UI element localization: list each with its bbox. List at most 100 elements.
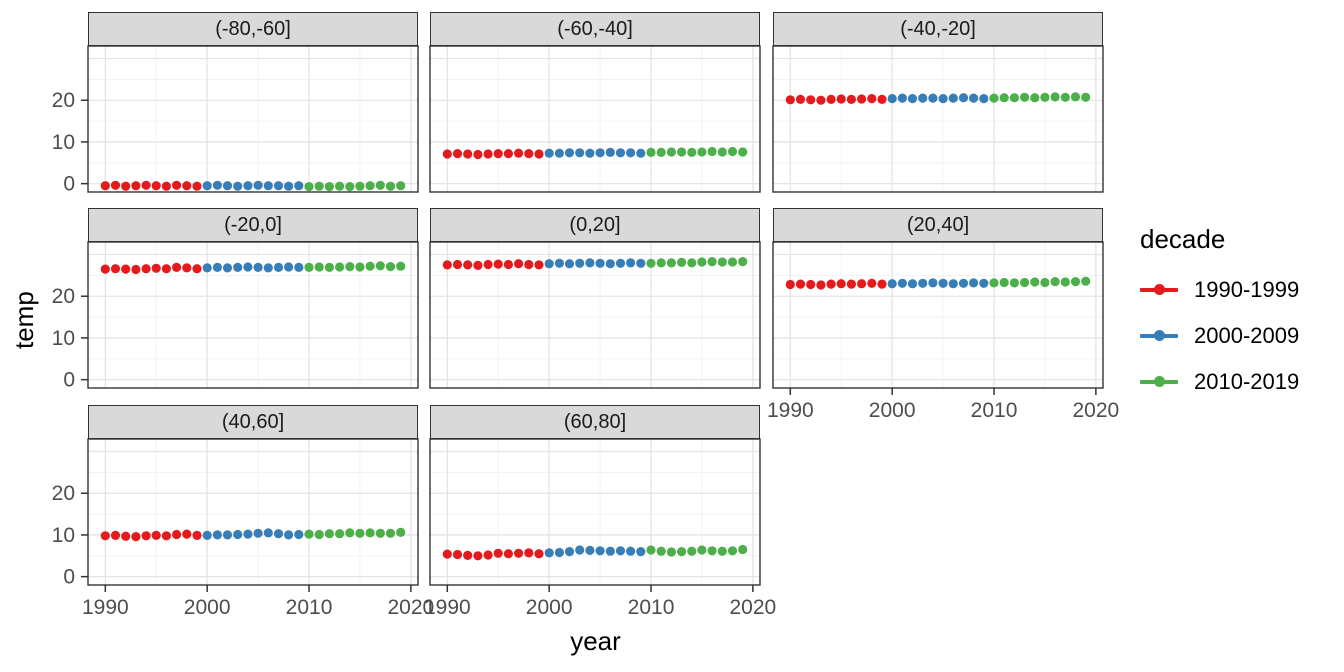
data-point: [687, 546, 697, 556]
data-point: [524, 149, 534, 159]
data-point: [442, 549, 452, 559]
data-point: [605, 147, 615, 157]
data-point: [717, 147, 727, 157]
data-point: [595, 148, 605, 158]
data-point: [100, 264, 110, 274]
data-point: [656, 258, 666, 268]
panel-border: [429, 241, 761, 389]
data-point: [534, 260, 544, 270]
data-point: [1081, 92, 1091, 102]
data-point: [365, 261, 375, 271]
data-point: [324, 182, 334, 192]
data-point: [897, 93, 907, 103]
panel-border: [87, 438, 419, 586]
facet-panel: 1990 2000 2010 2020: [767, 241, 1119, 422]
data-point: [385, 528, 396, 538]
x-tick-label: 2020: [388, 596, 435, 619]
legend-key-red-icon: [1140, 277, 1178, 302]
data-point: [918, 93, 928, 103]
data-point: [1060, 277, 1070, 287]
x-tick-label: 2010: [628, 596, 675, 619]
data-point: [396, 527, 406, 537]
x-tick-label: 1990: [82, 596, 129, 619]
data-point: [182, 529, 192, 539]
data-point: [646, 545, 656, 555]
data-point: [554, 547, 564, 558]
data-point: [304, 262, 314, 272]
data-point: [877, 94, 887, 104]
data-point: [646, 147, 656, 157]
data-point: [131, 181, 141, 191]
data-point: [483, 149, 493, 159]
data-point: [161, 531, 171, 541]
data-point: [1070, 92, 1081, 102]
data-point: [365, 181, 375, 191]
y-tick-label: 10: [52, 327, 75, 350]
data-point: [172, 180, 182, 190]
data-point: [294, 529, 304, 540]
facet-(-80,-60]: (-80,-60] 0 10 20: [52, 12, 419, 196]
data-point: [355, 528, 365, 538]
data-point: [273, 262, 284, 272]
data-point: [554, 148, 564, 158]
data-point: [1050, 92, 1060, 102]
data-point: [442, 260, 452, 270]
facet-strip-label: (60,80]: [563, 410, 627, 433]
data-point: [473, 149, 483, 160]
data-point: [314, 262, 324, 272]
data-point: [243, 262, 253, 272]
data-point: [121, 531, 131, 541]
legend-item-label: 2000-2009: [1194, 322, 1300, 348]
data-point: [826, 279, 836, 289]
data-point: [452, 549, 463, 560]
data-point: [836, 94, 846, 104]
data-point: [564, 547, 575, 557]
data-point: [938, 94, 948, 104]
facet-strip: (-20,0]: [88, 208, 418, 242]
data-point: [345, 182, 355, 192]
data-point: [463, 550, 473, 560]
data-point: [1009, 278, 1019, 288]
data-point: [253, 528, 263, 538]
y-tick-label: 0: [63, 173, 75, 196]
data-point: [233, 529, 243, 540]
data-point: [1070, 277, 1081, 287]
data-point: [151, 263, 161, 273]
data-point: [857, 94, 867, 104]
data-point: [151, 181, 161, 191]
data-point: [554, 258, 564, 268]
data-point: [222, 263, 233, 273]
data-point: [493, 548, 503, 558]
data-point: [816, 95, 826, 105]
data-point: [979, 94, 989, 104]
data-points: [100, 180, 406, 192]
data-point: [544, 548, 554, 558]
x-tick-label: 2000: [526, 596, 573, 619]
data-point: [697, 257, 707, 267]
data-point: [233, 262, 243, 272]
data-point: [605, 546, 615, 556]
data-point: [626, 148, 636, 158]
data-point: [585, 545, 595, 555]
data-point: [202, 181, 212, 191]
facet-(0,20]: (0,20]: [429, 208, 761, 389]
data-point: [284, 181, 294, 191]
data-point: [707, 546, 717, 556]
data-point: [253, 180, 263, 190]
facet-(-40,-20]: (-40,-20]: [772, 12, 1104, 193]
data-point: [514, 259, 524, 269]
x-tick-label: 2010: [971, 399, 1018, 422]
data-point: [503, 149, 513, 159]
facet-strip-label: (0,20]: [569, 213, 621, 236]
data-point: [304, 182, 314, 192]
data-point: [161, 264, 171, 274]
x-tick-label: 2020: [730, 596, 777, 619]
y-tick-label: 0: [63, 566, 75, 589]
data-point: [355, 181, 365, 191]
data-point: [493, 149, 503, 159]
data-point: [636, 547, 646, 557]
data-point: [626, 546, 636, 556]
data-point: [867, 278, 877, 288]
data-point: [1030, 277, 1040, 287]
data-point: [1040, 277, 1050, 288]
